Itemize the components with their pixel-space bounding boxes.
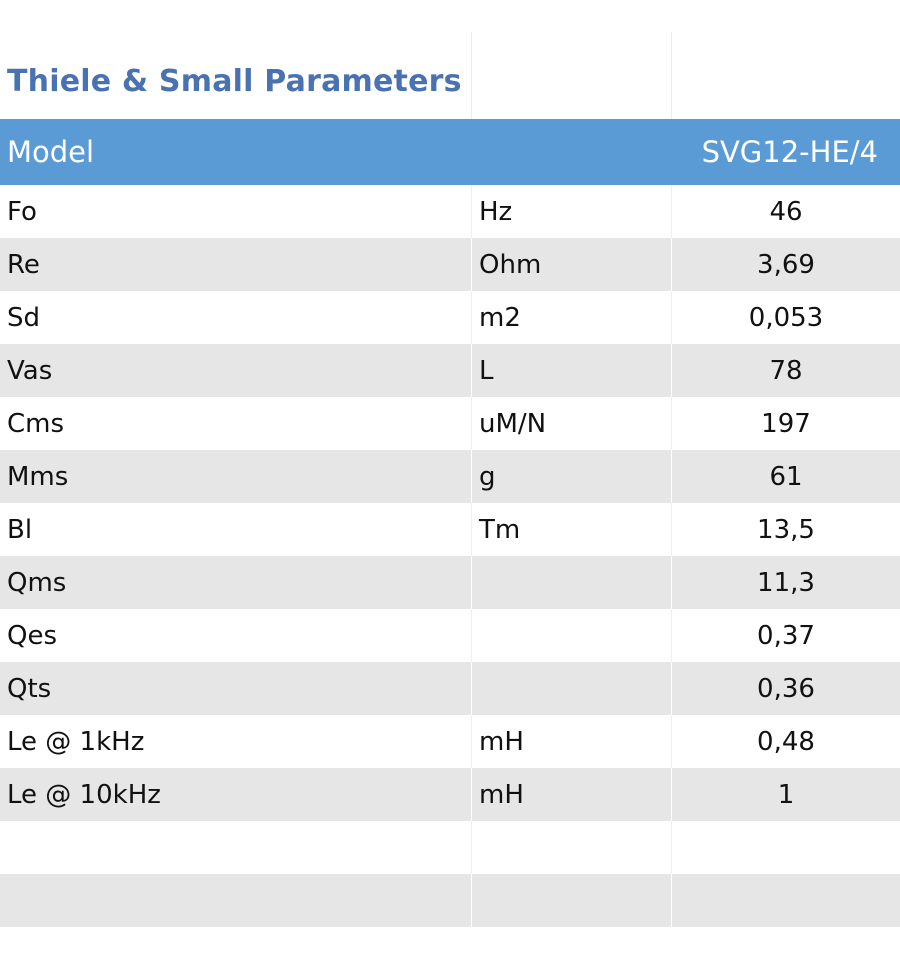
param-cell: Qes (0, 609, 472, 662)
value-cell (672, 874, 900, 927)
unit-cell: mH (472, 715, 672, 768)
unit-cell (472, 609, 672, 662)
value-cell: 3,69 (757, 249, 815, 280)
table-row: Mms g 61 (0, 450, 900, 503)
table-row: Qes 0,37 (0, 609, 900, 662)
table-row (0, 821, 900, 874)
value-cell: 0,37 (757, 620, 815, 651)
empty-cell (472, 32, 672, 119)
param-cell: Vas (0, 344, 472, 397)
param-cell: Mms (0, 450, 472, 503)
param-cell: Fo (0, 185, 472, 238)
table-row: Bl Tm 13,5 (0, 503, 900, 556)
parameters-table: Thiele & Small Parameters Model SVG12-HE… (0, 32, 900, 927)
value-cell: 46 (769, 196, 803, 227)
header-model-label: Model (7, 135, 95, 169)
table-row: Qms 11,3 (0, 556, 900, 609)
table-title: Thiele & Small Parameters (7, 64, 462, 99)
unit-cell: m2 (472, 291, 672, 344)
table-row: Fo Hz 46 (0, 185, 900, 238)
table-row: Vas L 78 (0, 344, 900, 397)
header-row: Model SVG12-HE/4 (0, 119, 900, 185)
unit-cell: g (472, 450, 672, 503)
table-row: Le @ 1kHz mH 0,48 (0, 715, 900, 768)
param-cell (0, 821, 472, 874)
unit-cell: mH (472, 768, 672, 821)
value-cell: 197 (761, 408, 811, 439)
empty-cell (672, 32, 900, 119)
unit-cell: Ohm (472, 238, 672, 291)
param-cell: Qms (0, 556, 472, 609)
param-cell: Re (0, 238, 472, 291)
value-cell: 0,36 (757, 673, 815, 704)
table-row: Le @ 10kHz mH 1 (0, 768, 900, 821)
value-cell: 61 (769, 461, 803, 492)
table-body: Fo Hz 46 Re Ohm 3,69 Sd m2 0,053 Vas L 78 Cms uM/N 197… (0, 185, 900, 927)
header-model-value: SVG12-HE/4 (701, 135, 878, 169)
value-cell: 1 (777, 779, 795, 810)
unit-cell: Hz (472, 185, 672, 238)
table-row: Sd m2 0,053 (0, 291, 900, 344)
unit-cell (472, 874, 672, 927)
value-cell: 0,48 (757, 726, 815, 757)
value-cell: 13,5 (757, 514, 815, 545)
title-cell: Thiele & Small Parameters (0, 32, 472, 119)
unit-cell: L (472, 344, 672, 397)
unit-cell: uM/N (472, 397, 672, 450)
title-row: Thiele & Small Parameters (0, 32, 900, 119)
param-cell: Bl (0, 503, 472, 556)
param-cell: Le @ 1kHz (0, 715, 472, 768)
table-row: Qts 0,36 (0, 662, 900, 715)
param-cell: Sd (0, 291, 472, 344)
table-row (0, 874, 900, 927)
unit-cell (472, 556, 672, 609)
value-cell: 0,053 (748, 302, 824, 333)
unit-cell (472, 821, 672, 874)
value-cell: 11,3 (757, 567, 815, 598)
header-unit-label (472, 119, 672, 185)
table-row: Re Ohm 3,69 (0, 238, 900, 291)
unit-cell: Tm (472, 503, 672, 556)
table-row: Cms uM/N 197 (0, 397, 900, 450)
param-cell: Le @ 10kHz (0, 768, 472, 821)
param-cell: Qts (0, 662, 472, 715)
unit-cell (472, 662, 672, 715)
value-cell: 78 (769, 355, 803, 386)
param-cell (0, 874, 472, 927)
param-cell: Cms (0, 397, 472, 450)
value-cell (672, 821, 900, 874)
